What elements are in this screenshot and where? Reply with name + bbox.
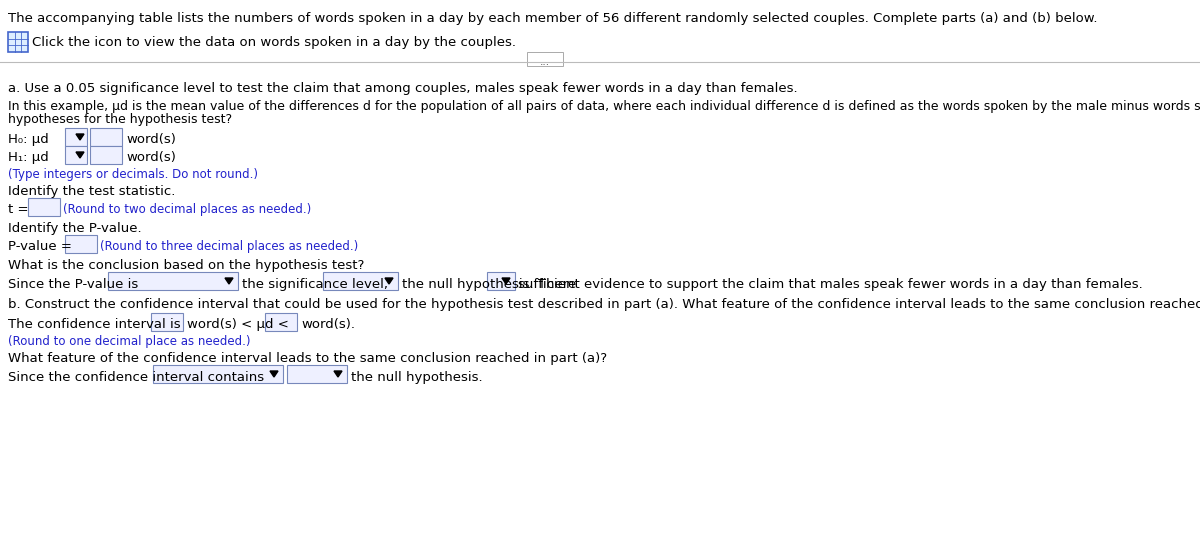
- Text: In this example, µd is the mean value of the differences d for the population of: In this example, µd is the mean value of…: [8, 100, 1200, 113]
- Polygon shape: [385, 278, 394, 284]
- Text: b. Construct the confidence interval that could be used for the hypothesis test : b. Construct the confidence interval tha…: [8, 298, 1200, 311]
- Bar: [65, 128, 88, 146]
- Text: the null hypothesis.: the null hypothesis.: [352, 371, 482, 384]
- Polygon shape: [334, 371, 342, 377]
- Bar: [287, 365, 347, 383]
- Text: (Round to three decimal places as needed.): (Round to three decimal places as needed…: [100, 240, 359, 253]
- Text: Click the icon to view the data on words spoken in a day by the couples.: Click the icon to view the data on words…: [32, 36, 516, 49]
- Text: sufficient evidence to support the claim that males speak fewer words in a day t: sufficient evidence to support the claim…: [518, 278, 1142, 291]
- Bar: [65, 146, 88, 164]
- Text: Identify the P-value.: Identify the P-value.: [8, 222, 142, 235]
- Bar: [323, 272, 398, 290]
- Text: Since the P-value is: Since the P-value is: [8, 278, 138, 291]
- Bar: [90, 128, 122, 146]
- Bar: [8, 32, 28, 52]
- Text: ···: ···: [540, 60, 550, 70]
- Text: hypotheses for the hypothesis test?: hypotheses for the hypothesis test?: [8, 113, 232, 126]
- Text: t =: t =: [8, 203, 29, 216]
- Bar: [28, 198, 60, 216]
- Text: H₁: µd: H₁: µd: [8, 151, 49, 164]
- Text: a. Use a 0.05 significance level to test the claim that among couples, males spe: a. Use a 0.05 significance level to test…: [8, 82, 798, 95]
- Bar: [90, 146, 122, 164]
- Bar: [151, 313, 182, 331]
- Text: word(s).: word(s).: [301, 318, 355, 331]
- Bar: [487, 272, 515, 290]
- Text: the significance level,: the significance level,: [242, 278, 388, 291]
- Text: (Round to one decimal place as needed.): (Round to one decimal place as needed.): [8, 335, 251, 348]
- Text: The accompanying table lists the numbers of words spoken in a day by each member: The accompanying table lists the numbers…: [8, 12, 1098, 25]
- Text: (Round to two decimal places as needed.): (Round to two decimal places as needed.): [64, 203, 311, 216]
- Text: P-value =: P-value =: [8, 240, 72, 253]
- Text: The confidence interval is: The confidence interval is: [8, 318, 181, 331]
- Polygon shape: [76, 152, 84, 158]
- Text: Identify the test statistic.: Identify the test statistic.: [8, 185, 175, 198]
- Text: Since the confidence interval contains: Since the confidence interval contains: [8, 371, 264, 384]
- Text: (Type integers or decimals. Do not round.): (Type integers or decimals. Do not round…: [8, 168, 258, 181]
- Polygon shape: [270, 371, 278, 377]
- Text: What is the conclusion based on the hypothesis test?: What is the conclusion based on the hypo…: [8, 259, 365, 272]
- Polygon shape: [76, 134, 84, 140]
- Polygon shape: [502, 278, 510, 284]
- Polygon shape: [226, 278, 233, 284]
- Bar: [265, 313, 298, 331]
- Text: What feature of the confidence interval leads to the same conclusion reached in : What feature of the confidence interval …: [8, 352, 607, 365]
- Text: word(s): word(s): [126, 133, 176, 146]
- Bar: [527, 52, 563, 66]
- Text: word(s): word(s): [126, 151, 176, 164]
- Text: the null hypothesis. There: the null hypothesis. There: [402, 278, 576, 291]
- Bar: [108, 272, 238, 290]
- Bar: [65, 235, 97, 253]
- Text: word(s) < µd <: word(s) < µd <: [187, 318, 289, 331]
- Bar: [154, 365, 283, 383]
- Text: H₀: µd: H₀: µd: [8, 133, 49, 146]
